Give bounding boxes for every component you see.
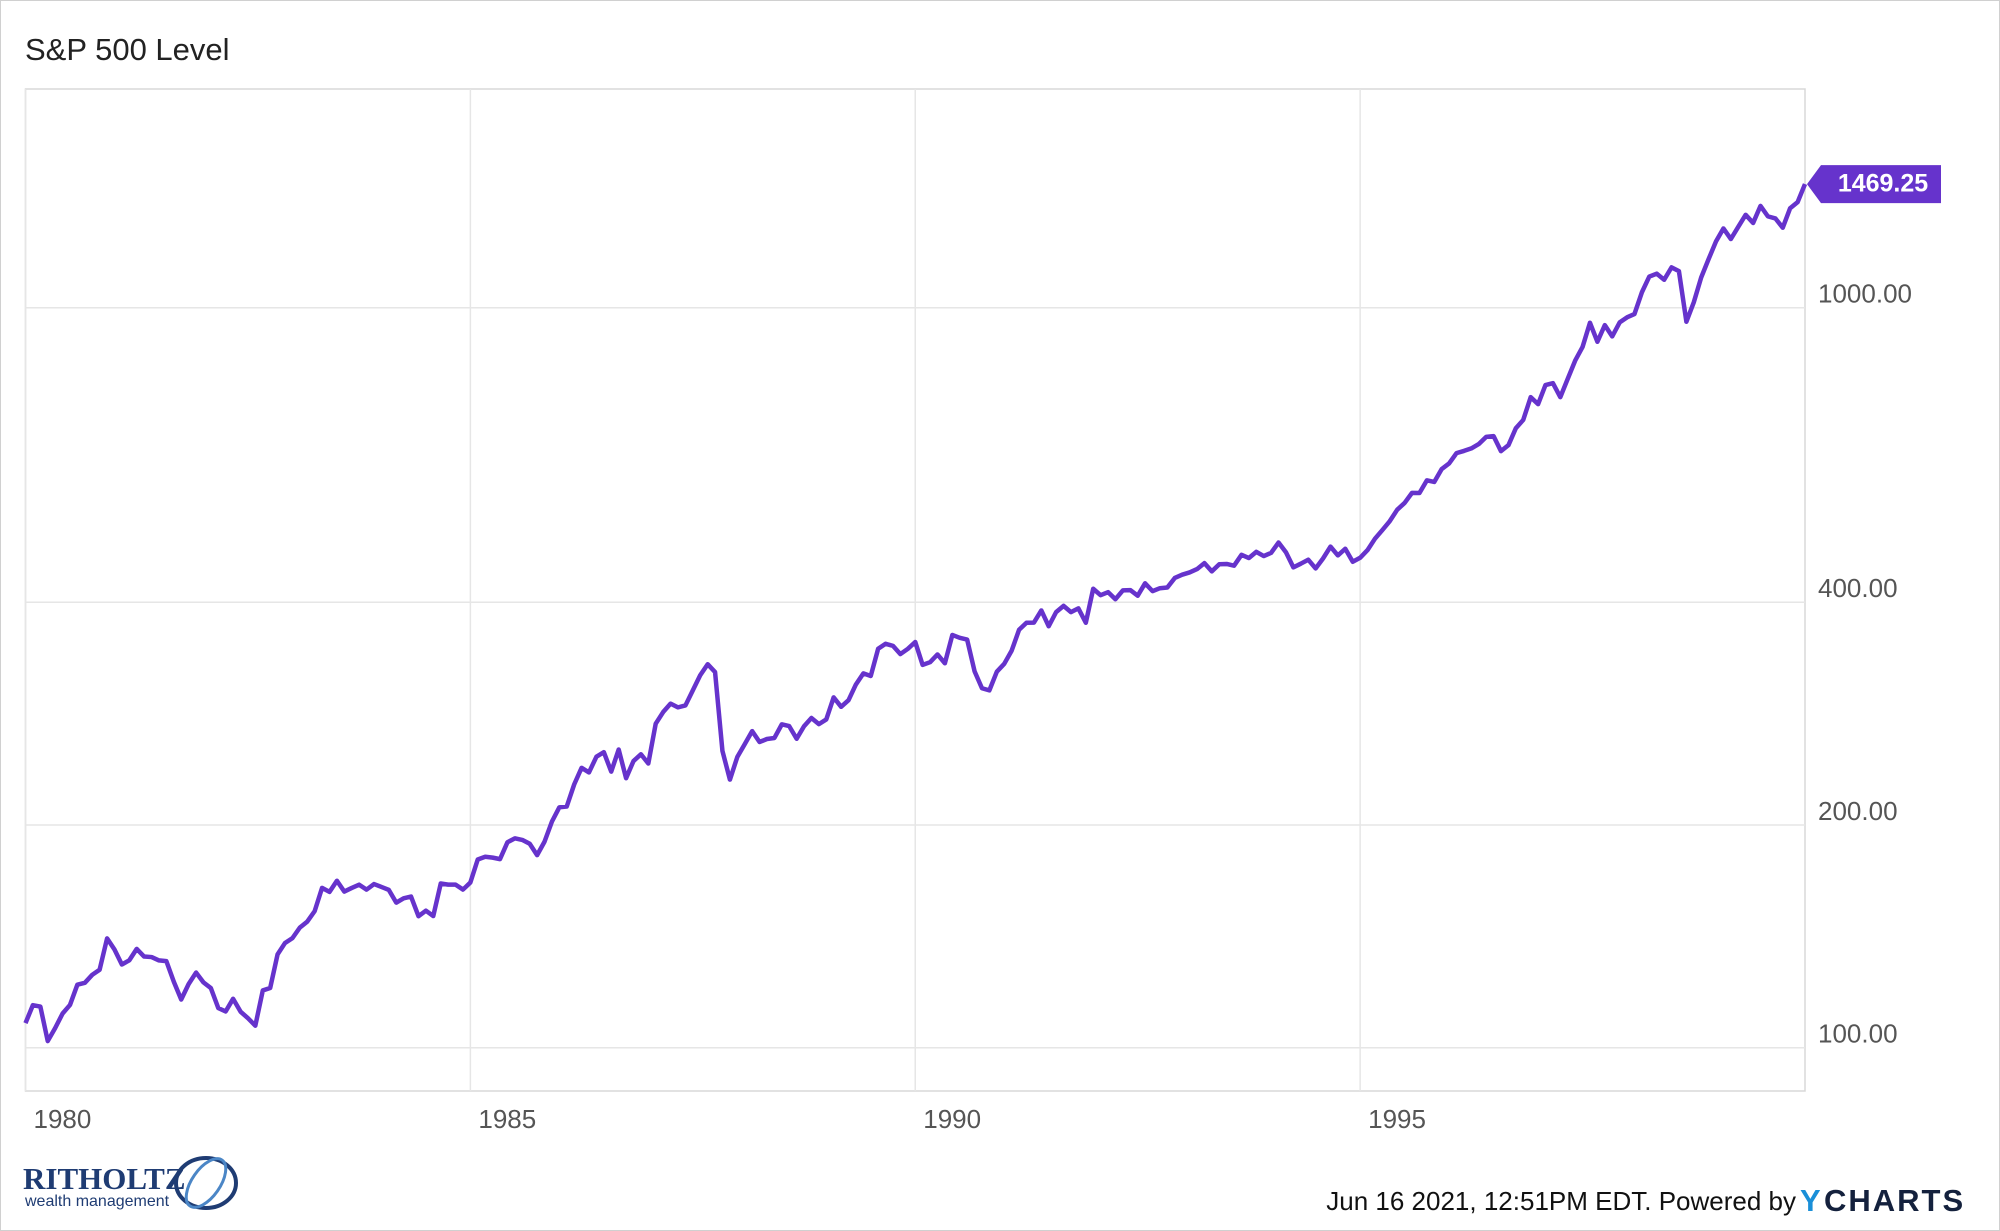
- x-tick-label: 1980: [34, 1104, 92, 1134]
- y-tick-label: 200.00: [1818, 796, 1898, 826]
- logo-tagline: wealth management: [24, 1193, 170, 1210]
- logo-name: RITHOLTZ: [23, 1161, 186, 1196]
- y-tick-label: 100.00: [1818, 1019, 1898, 1049]
- series-line: [23, 183, 1808, 1044]
- last-value-badge: [1807, 165, 1941, 204]
- last-value-label: 1469.25: [1838, 170, 1928, 198]
- y-tick-label: 400.00: [1818, 573, 1898, 603]
- logo: RITHOLTZ wealth management: [23, 1156, 238, 1210]
- y-tick-label: 1000.00: [1818, 279, 1912, 309]
- grid: [24, 89, 1805, 1091]
- chart-title: S&P 500 Level: [25, 32, 230, 67]
- brand-y: Y: [1800, 1183, 1821, 1218]
- x-tick-label: 1990: [923, 1104, 981, 1134]
- footer-timestamp: Jun 16 2021, 12:51PM EDT. Powered by: [1326, 1186, 1796, 1216]
- logo-emblem: [174, 1156, 238, 1210]
- x-tick-label: 1995: [1368, 1104, 1426, 1134]
- x-tick-label: 1985: [478, 1104, 536, 1134]
- brand-rest: CHARTS: [1824, 1183, 1965, 1218]
- logo-emblem-inner: [184, 1157, 228, 1209]
